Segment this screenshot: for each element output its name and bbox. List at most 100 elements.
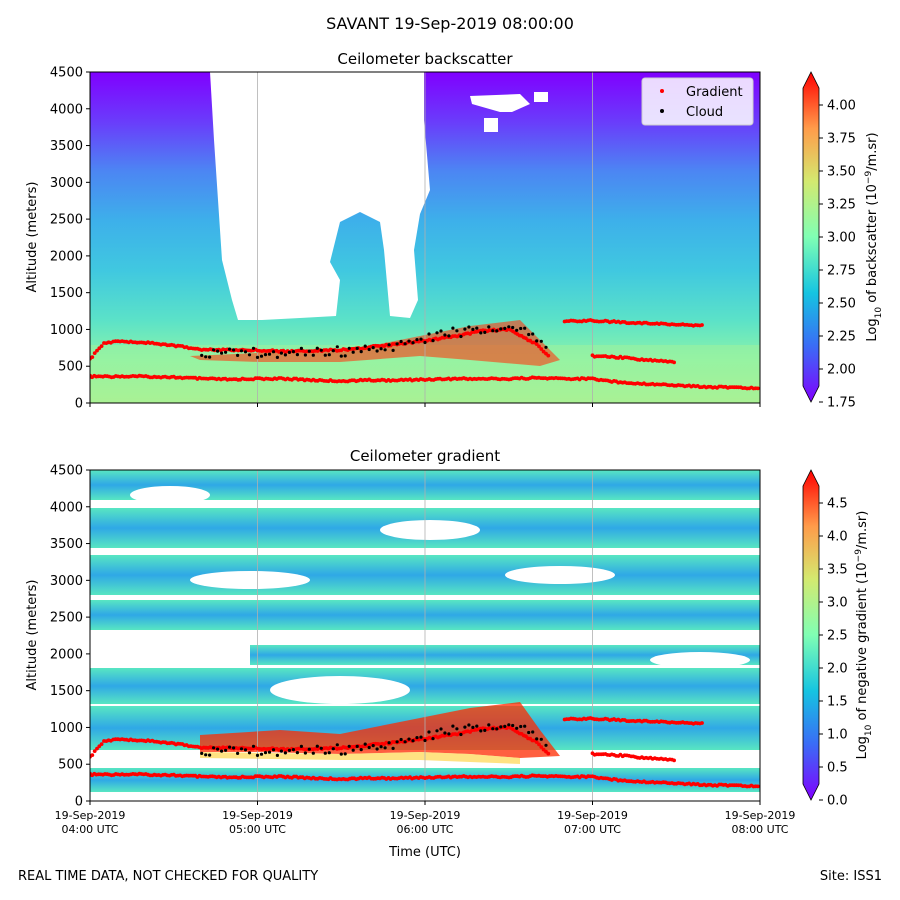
y-tick-label: 500: [58, 758, 83, 773]
colorbar-tick-label: 2.0: [827, 662, 848, 677]
cloud-point: [491, 727, 495, 731]
cloud-point: [507, 325, 511, 329]
cloud-point: [539, 339, 543, 343]
x-tick-label: 19-Sep-2019: [390, 809, 461, 822]
cloud-point: [331, 349, 335, 353]
cloud-point: [503, 724, 507, 729]
cloud-point: [239, 349, 244, 353]
cloud-point: [403, 740, 407, 744]
cloud-point: [275, 753, 279, 758]
cloud-point: [287, 748, 291, 753]
x-tick-label: 19-Sep-2019: [55, 809, 126, 822]
gradient-scatter-marks: [90, 716, 760, 789]
colorbar-tick-label: 3.00: [827, 231, 856, 246]
cloud-point: [315, 744, 319, 748]
y-tick-label: 4500: [50, 66, 83, 81]
colorbar-tick-label: 2.50: [827, 297, 856, 312]
y-tick-label: 4500: [50, 464, 83, 479]
cloud-point: [435, 331, 439, 335]
gradient-point: [90, 355, 95, 359]
cloud-point: [259, 752, 264, 756]
gradient-point: [539, 745, 544, 749]
cloud-point: [407, 737, 411, 741]
cloud-point: [228, 745, 232, 749]
cloud-point: [515, 726, 519, 730]
x-tick-label: 19-Sep-2019: [725, 809, 796, 822]
colorbar-tick-label: 2.00: [827, 363, 856, 378]
cloud-point: [463, 327, 467, 331]
cloud-point: [271, 748, 276, 752]
backscatter-colorbar: 1.75 2.00 2.25 2.50 2.75 3.00 3.25 3.50 3.75 4.00…: [802, 71, 884, 411]
cloud-point: [403, 342, 407, 346]
cloud-point: [439, 727, 443, 731]
cloud-point: [255, 355, 260, 359]
colorbar-tick-label: 1.5: [827, 695, 848, 710]
cloud-point: [351, 748, 355, 752]
colorbar-tick-label: 4.0: [827, 530, 848, 545]
cloud-point: [383, 348, 387, 352]
cloud-point: [455, 727, 459, 731]
cloud-point: [367, 745, 371, 750]
gradient-nodata-region: [650, 652, 750, 668]
backscatter-panel: Ceilometer backscatter 0 500 1000 1500 2000 2…: [25, 50, 884, 412]
cloud-point: [323, 353, 327, 357]
cloud-point: [271, 350, 276, 354]
cloud-point: [315, 346, 319, 350]
colorbar-tick-label: 3.0: [827, 596, 848, 611]
gradient-point: [95, 746, 99, 751]
cloud-point: [431, 339, 435, 343]
cloud-point: [415, 338, 419, 342]
cloud-point: [375, 747, 379, 751]
gradient-point: [700, 323, 704, 327]
cloud-point: [303, 751, 307, 755]
cloud-point: [208, 753, 212, 757]
gradient-cloud-layer: [200, 752, 520, 764]
cloud-point: [283, 353, 287, 357]
cloud-point: [459, 732, 463, 737]
legend-gradient-marker: [660, 89, 664, 93]
cloud-point: [335, 743, 339, 747]
cloud-point: [367, 347, 371, 352]
gradient-point: [546, 751, 551, 756]
cloud-point: [319, 746, 323, 750]
cloud-point: [379, 347, 383, 351]
cloud-point: [220, 749, 224, 753]
cloud-point: [331, 747, 335, 751]
cloud-point: [391, 746, 395, 751]
cloud-point: [455, 329, 459, 333]
cloud-point: [339, 354, 343, 358]
cloud-point: [415, 736, 419, 740]
cloud-point: [487, 325, 491, 329]
legend: Gradient Cloud: [641, 77, 754, 126]
cloud-point: [499, 327, 503, 331]
quality-disclaimer: REAL TIME DATA, NOT CHECKED FOR QUALITY: [18, 869, 319, 884]
y-tick-label: 500: [58, 360, 83, 375]
cloud-point: [259, 354, 264, 358]
x-tick-label: 04:00 UTC: [61, 823, 118, 836]
legend-cloud-label: Cloud: [686, 105, 723, 120]
cloud-point: [295, 353, 299, 357]
gradient-colorbar: 0.0 0.5 1.0 1.5 2.0 2.5 3.0 3.5 4.0 4.5 Log10 of …: [802, 469, 874, 809]
backscatter-nodata-region: [484, 118, 498, 132]
x-tick-label: 08:00 UTC: [731, 823, 788, 836]
cloud-point: [443, 731, 447, 735]
cloud-point: [479, 331, 483, 335]
gradient-point: [534, 342, 539, 346]
cloud-point: [451, 724, 455, 728]
cloud-point: [347, 346, 351, 350]
cloud-point: [228, 347, 232, 351]
gradient-nodata-region: [270, 676, 410, 704]
x-tick-label: 06:00 UTC: [396, 823, 453, 836]
gradient-nodata-region: [190, 571, 310, 589]
y-tick-label: 3000: [50, 574, 83, 589]
colorbar-tick-label: 4.5: [827, 497, 848, 512]
cloud-point: [232, 348, 236, 352]
cloud-point: [515, 328, 519, 332]
cloud-point: [459, 334, 463, 339]
cloud-point: [291, 748, 295, 752]
y-tick-label: 1500: [50, 684, 83, 699]
cloud-point: [411, 341, 415, 345]
y-tick-label: 1000: [50, 721, 83, 736]
